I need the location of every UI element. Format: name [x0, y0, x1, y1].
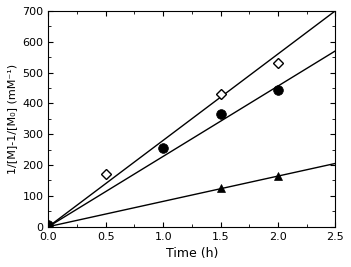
Y-axis label: 1/[M]-1/[M₀] (mM⁻¹): 1/[M]-1/[M₀] (mM⁻¹): [7, 64, 17, 174]
X-axis label: Time (h): Time (h): [166, 247, 218, 260]
